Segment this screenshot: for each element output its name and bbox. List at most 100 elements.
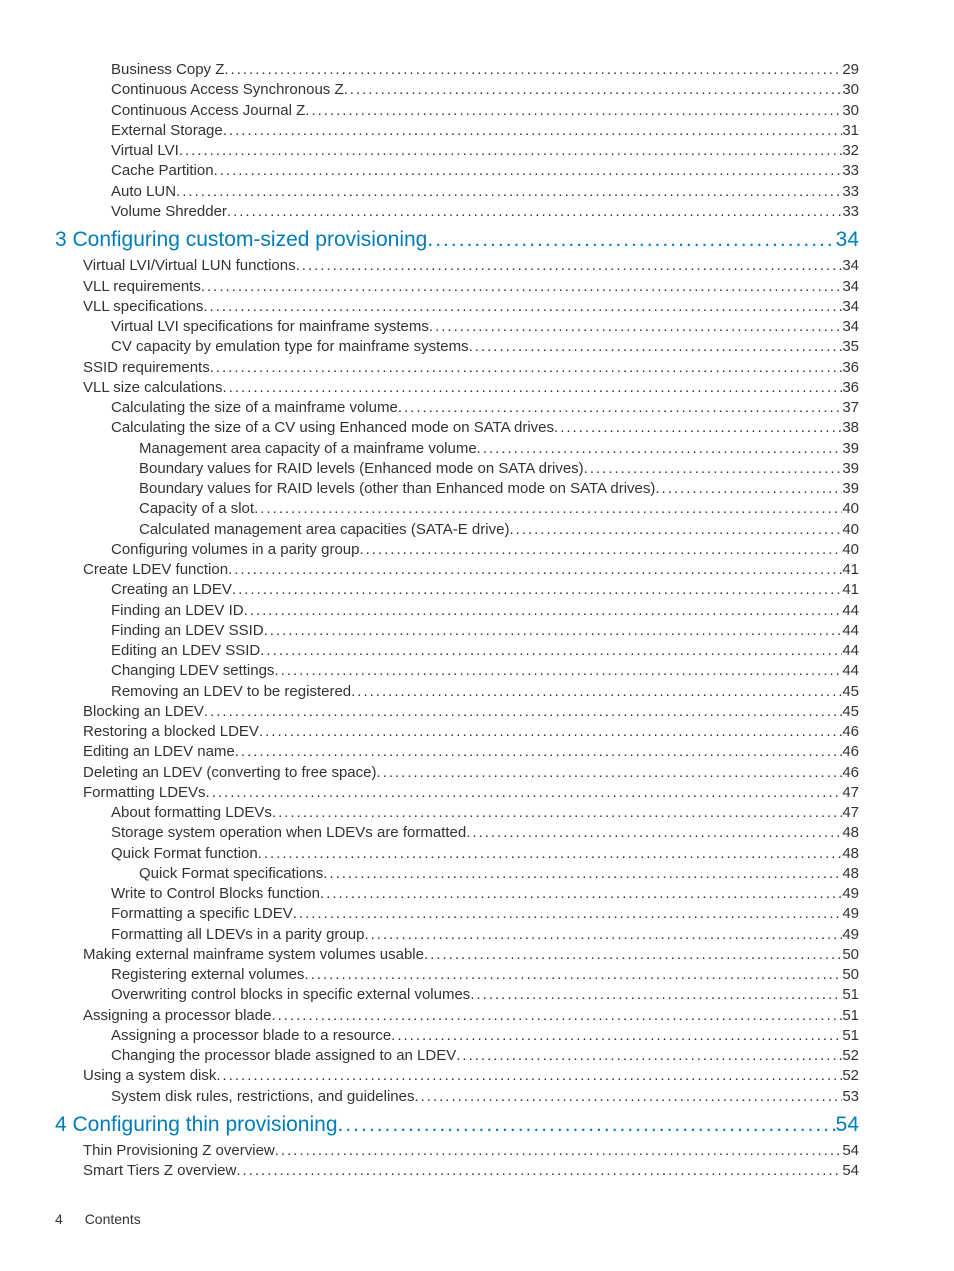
toc-entry-row[interactable]: Blocking an LDEV45 [55,702,859,722]
toc-leader-dots [203,297,842,317]
toc-entry-row[interactable]: Calculating the size of a mainframe volu… [55,398,859,418]
toc-entry-row[interactable]: Formatting all LDEVs in a parity group49 [55,925,859,945]
toc-entry-page: 40 [842,540,859,560]
toc-entry-row[interactable]: SSID requirements 36 [55,358,859,378]
toc-entry-page: 53 [842,1087,859,1107]
toc-entry-row[interactable]: Calculating the size of a CV using Enhan… [55,418,859,438]
toc-entry-row[interactable]: Using a system disk52 [55,1066,859,1086]
toc-entry-row[interactable]: Capacity of a slot40 [55,499,859,519]
toc-leader-dots [338,1111,836,1139]
toc-entry-page: 31 [842,121,859,141]
toc-entry-page: 45 [842,682,859,702]
toc-leader-dots [274,661,842,681]
toc-leader-dots [201,277,842,297]
toc-entry-label: CV capacity by emulation type for mainfr… [111,337,469,357]
toc-entry-row[interactable]: Finding an LDEV SSID 44 [55,621,859,641]
toc-entry-row[interactable]: Formatting a specific LDEV49 [55,904,859,924]
toc-entry-label: Finding an LDEV SSID [111,621,264,641]
toc-entry-row[interactable]: Virtual LVI/Virtual LUN functions34 [55,256,859,276]
toc-entry-row[interactable]: Assigning a processor blade 51 [55,1006,859,1026]
toc-entry-page: 46 [842,763,859,783]
toc-entry-label: Quick Format function [111,844,258,864]
toc-entry-row[interactable]: Continuous Access Synchronous Z30 [55,80,859,100]
toc-entry-page: 34 [842,256,859,276]
toc-leader-dots [179,141,842,161]
toc-leader-dots [259,722,842,742]
toc-entry-page: 51 [842,985,859,1005]
toc-entry-page: 46 [842,742,859,762]
toc-entry-page: 33 [842,182,859,202]
toc-entry-row[interactable]: Assigning a processor blade to a resourc… [55,1026,859,1046]
toc-entry-row[interactable]: Management area capacity of a mainframe … [55,439,859,459]
toc-entry-row[interactable]: Making external mainframe system volumes… [55,945,859,965]
toc-entry-row[interactable]: CV capacity by emulation type for mainfr… [55,337,859,357]
toc-entry-page: 47 [842,803,859,823]
toc-leader-dots [391,1026,842,1046]
toc-entry-page: 29 [842,60,859,80]
toc-entry-label: Creating an LDEV [111,580,232,600]
toc-entry-row[interactable]: Overwriting control blocks in specific e… [55,985,859,1005]
toc-entry-row[interactable]: Boundary values for RAID levels (Enhance… [55,459,859,479]
toc-leader-dots [254,499,842,519]
toc-entry-row[interactable]: Storage system operation when LDEVs are … [55,823,859,843]
toc-entry-label: System disk rules, restrictions, and gui… [111,1087,414,1107]
toc-entry-page: 52 [842,1046,859,1066]
toc-entry-label: Changing the processor blade assigned to… [111,1046,456,1066]
toc-entry-label: Finding an LDEV ID [111,601,244,621]
toc-entry-page: 46 [842,722,859,742]
toc-entry-row[interactable]: Quick Format function48 [55,844,859,864]
toc-entry-label: Changing LDEV settings [111,661,274,681]
toc-entry-row[interactable]: VLL requirements34 [55,277,859,297]
toc-entry-label: Calculated management area capacities (S… [139,520,509,540]
toc-entry-label: Assigning a processor blade [83,1006,271,1026]
toc-entry-row[interactable]: Cache Partition33 [55,161,859,181]
toc-entry-label: Formatting a specific LDEV [111,904,293,924]
toc-entry-row[interactable]: Virtual LVI specifications for mainframe… [55,317,859,337]
toc-entry-row[interactable]: Formatting LDEVs47 [55,783,859,803]
toc-entry-row[interactable]: About formatting LDEVs47 [55,803,859,823]
toc-leader-dots [293,904,843,924]
toc-entry-row[interactable]: Smart Tiers Z overview54 [55,1161,859,1181]
toc-leader-dots [364,925,842,945]
toc-entry-row[interactable]: System disk rules, restrictions, and gui… [55,1087,859,1107]
toc-entry-row[interactable]: Finding an LDEV ID44 [55,601,859,621]
toc-entry-row[interactable]: Thin Provisioning Z overview54 [55,1141,859,1161]
toc-entry-row[interactable]: Restoring a blocked LDEV 46 [55,722,859,742]
toc-entry-row[interactable]: Auto LUN33 [55,182,859,202]
toc-entry-label: 3 Configuring custom-sized provisioning [55,226,427,254]
toc-entry-row[interactable]: External Storage31 [55,121,859,141]
toc-leader-dots [456,1046,842,1066]
toc-entry-row[interactable]: Virtual LVI32 [55,141,859,161]
toc-entry-row[interactable]: Removing an LDEV to be registered45 [55,682,859,702]
toc-entry-row[interactable]: Continuous Access Journal Z30 [55,101,859,121]
toc-leader-dots [228,560,842,580]
toc-entry-label: Storage system operation when LDEVs are … [111,823,466,843]
toc-leader-dots [584,459,843,479]
toc-entry-row[interactable]: VLL size calculations36 [55,378,859,398]
toc-entry-row[interactable]: Business Copy Z29 [55,60,859,80]
toc-entry-row[interactable]: Deleting an LDEV (converting to free spa… [55,763,859,783]
toc-entry-page: 48 [842,823,859,843]
toc-entry-row[interactable]: Creating an LDEV41 [55,580,859,600]
toc-entry-row[interactable]: Configuring volumes in a parity group 40 [55,540,859,560]
toc-entry-row[interactable]: Editing an LDEV SSID 44 [55,641,859,661]
toc-entry-page: 50 [842,965,859,985]
toc-entry-row[interactable]: VLL specifications34 [55,297,859,317]
toc-chapter-row[interactable]: 3 Configuring custom-sized provisioning3… [55,226,859,254]
toc-leader-dots [272,803,842,823]
toc-entry-row[interactable]: Calculated management area capacities (S… [55,520,859,540]
toc-leader-dots [232,580,842,600]
toc-entry-row[interactable]: Changing the processor blade assigned to… [55,1046,859,1066]
toc-entry-label: Restoring a blocked LDEV [83,722,259,742]
toc-entry-row[interactable]: Changing LDEV settings44 [55,661,859,681]
toc-entry-row[interactable]: Quick Format specifications48 [55,864,859,884]
toc-entry-row[interactable]: Registering external volumes50 [55,965,859,985]
toc-entry-row[interactable]: Write to Control Blocks function49 [55,884,859,904]
toc-entry-row[interactable]: Create LDEV function41 [55,560,859,580]
toc-entry-label: Configuring volumes in a parity group [111,540,359,560]
toc-entry-row[interactable]: Boundary values for RAID levels (other t… [55,479,859,499]
toc-entry-row[interactable]: Editing an LDEV name46 [55,742,859,762]
toc-entry-row[interactable]: Volume Shredder33 [55,202,859,222]
toc-chapter-row[interactable]: 4 Configuring thin provisioning 54 [55,1111,859,1139]
toc-entry-label: VLL specifications [83,297,203,317]
